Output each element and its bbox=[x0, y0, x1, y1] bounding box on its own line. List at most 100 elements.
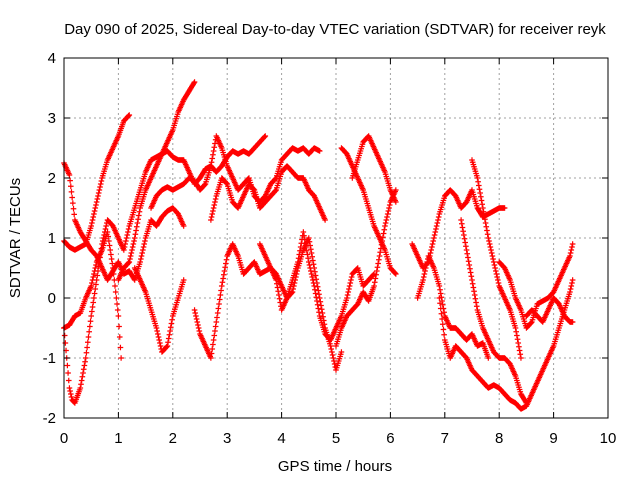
data-point bbox=[273, 277, 279, 283]
data-point bbox=[421, 271, 428, 277]
data-point bbox=[78, 377, 85, 384]
data-point bbox=[92, 265, 99, 271]
data-point bbox=[295, 255, 302, 262]
data-point bbox=[393, 199, 399, 205]
data-point bbox=[195, 325, 202, 331]
data-point bbox=[483, 223, 490, 230]
data-point bbox=[108, 251, 114, 258]
data-point bbox=[127, 253, 134, 259]
data-point bbox=[90, 299, 97, 306]
data-point bbox=[193, 316, 200, 322]
data-point bbox=[214, 314, 220, 321]
data-point bbox=[348, 277, 354, 283]
data-point bbox=[380, 234, 386, 241]
data-point bbox=[191, 79, 198, 85]
data-point bbox=[125, 226, 132, 232]
data-point bbox=[95, 193, 101, 199]
data-point bbox=[221, 271, 227, 278]
data-point bbox=[384, 211, 391, 217]
data-point bbox=[465, 254, 471, 261]
data-point bbox=[90, 274, 97, 280]
data-point bbox=[113, 295, 120, 301]
data-point bbox=[322, 217, 328, 223]
data-point bbox=[423, 262, 430, 268]
data-point bbox=[218, 287, 224, 294]
data-point bbox=[422, 268, 428, 274]
data-point bbox=[65, 370, 71, 376]
data-point bbox=[81, 362, 88, 369]
data-point bbox=[374, 268, 380, 274]
data-point bbox=[486, 241, 493, 247]
data-point bbox=[493, 268, 499, 274]
series-track-o bbox=[414, 253, 492, 361]
x-tick-label: 6 bbox=[386, 430, 394, 447]
data-point bbox=[154, 328, 160, 334]
data-point bbox=[310, 257, 316, 264]
data-point bbox=[101, 232, 107, 238]
data-point bbox=[66, 172, 73, 178]
data-point bbox=[215, 305, 222, 312]
data-point bbox=[488, 247, 494, 253]
data-point bbox=[464, 250, 471, 257]
data-point bbox=[315, 287, 322, 294]
data-point bbox=[310, 261, 317, 268]
data-point bbox=[307, 242, 313, 249]
data-point bbox=[433, 223, 440, 229]
series-track-t bbox=[523, 295, 576, 325]
data-point bbox=[314, 283, 321, 290]
data-point bbox=[193, 313, 199, 319]
data-point bbox=[338, 349, 345, 355]
data-point bbox=[134, 220, 141, 226]
data-point bbox=[372, 275, 379, 282]
data-point bbox=[61, 332, 68, 339]
data-point bbox=[376, 256, 382, 263]
data-point bbox=[168, 320, 175, 327]
data-point bbox=[272, 187, 279, 194]
data-point bbox=[382, 223, 388, 229]
data-point bbox=[465, 258, 472, 265]
data-point bbox=[304, 251, 311, 258]
x-axis-label: GPS time / hours bbox=[278, 458, 392, 475]
data-point bbox=[132, 231, 139, 238]
data-point bbox=[569, 280, 575, 286]
data-point bbox=[218, 283, 225, 289]
data-point bbox=[379, 238, 386, 244]
data-point bbox=[99, 241, 105, 247]
x-tick-label: 4 bbox=[277, 430, 285, 447]
data-point bbox=[123, 235, 130, 241]
data-point bbox=[112, 289, 119, 295]
data-point bbox=[345, 289, 352, 295]
data-point bbox=[473, 303, 480, 310]
data-point bbox=[303, 247, 310, 254]
series-track-j bbox=[257, 229, 377, 343]
data-point bbox=[384, 214, 390, 220]
data-point bbox=[515, 340, 522, 346]
data-point bbox=[209, 346, 216, 352]
data-point bbox=[435, 214, 442, 220]
data-point bbox=[432, 229, 439, 235]
data-point bbox=[386, 202, 393, 208]
data-point bbox=[77, 385, 84, 391]
data-point bbox=[95, 268, 101, 274]
y-tick-label: 0 bbox=[48, 290, 56, 307]
data-point bbox=[221, 268, 228, 274]
data-point bbox=[393, 187, 399, 193]
data-point bbox=[211, 144, 218, 151]
series-track-q bbox=[458, 217, 530, 406]
data-point bbox=[164, 343, 171, 349]
data-point bbox=[316, 309, 322, 316]
series-track-l bbox=[333, 187, 399, 349]
data-point bbox=[420, 277, 426, 283]
data-point bbox=[91, 208, 98, 214]
data-point bbox=[93, 199, 100, 205]
data-point bbox=[65, 377, 72, 384]
data-point bbox=[163, 343, 170, 350]
data-point bbox=[486, 238, 492, 244]
data-point bbox=[306, 259, 312, 265]
data-point bbox=[478, 193, 484, 200]
data-point bbox=[437, 305, 444, 312]
data-point bbox=[108, 256, 115, 262]
data-point bbox=[87, 323, 93, 330]
data-point bbox=[310, 280, 317, 286]
data-point bbox=[103, 223, 109, 229]
